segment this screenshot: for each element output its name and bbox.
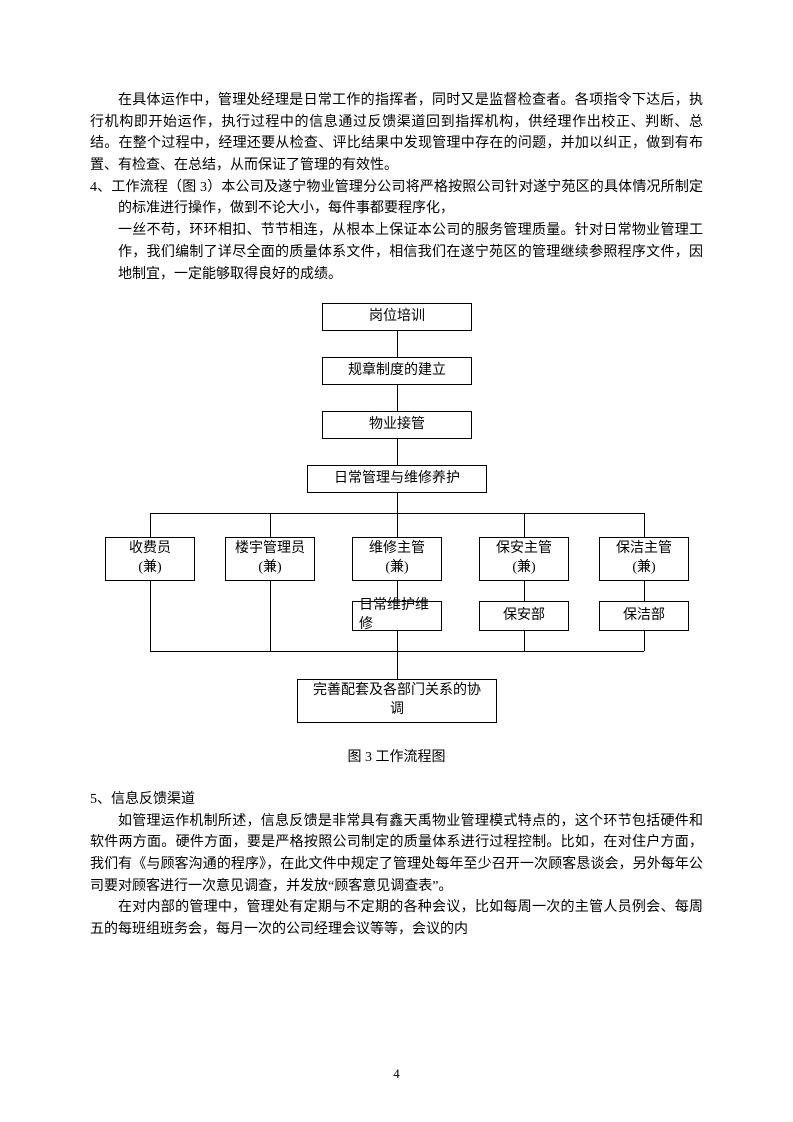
paragraph-2b: 一丝不苟，环环相扣、节节相连，从根本上保证本公司的服务管理质量。针对日常物业管理… [90,220,703,285]
node-row1-3: 保安主管(兼) [479,537,569,581]
workflow-diagram: 岗位培训规章制度的建立物业接管日常管理与维修养护收费员(兼) 楼宇管理员(兼) 维修… [90,303,703,733]
paragraph-2a: 4、工作流程（图 3）本公司及遂宁物业管理分公司将严格按照公司针对遂宁苑区的具体… [90,177,703,220]
node-bottom: 完善配套及各部门关系的协调 [297,679,497,723]
node-row1-2: 维修主管(兼) [352,537,442,581]
figure-caption: 图 3 工作流程图 [90,747,703,769]
page-number: 4 [0,1064,793,1084]
node-n2: 规章制度的建立 [322,357,472,385]
paragraph-3: 5、信息反馈渠道 [90,789,703,811]
paragraph-1: 在具体运作中，管理处经理是日常工作的指挥者，同时又是监督检查者。各项指令下达后，… [90,90,703,177]
node-row2-1: 保安部 [479,601,569,631]
node-row2-2: 保洁部 [599,601,689,631]
node-row1-1: 楼宇管理员(兼) [225,537,315,581]
node-n3: 物业接管 [322,411,472,439]
page: 在具体运作中，管理处经理是日常工作的指挥者，同时又是监督检查者。各项指令下达后，… [0,0,793,1122]
node-n4: 日常管理与维修养护 [307,465,487,493]
paragraph-5: 在对内部的管理中，管理处有定期与不定期的各种会议，比如每周一次的主管人员例会、每… [90,897,703,940]
node-row1-4: 保洁主管(兼) [599,537,689,581]
node-n1: 岗位培训 [322,303,472,331]
node-row2-0: 日常维护维修 [352,601,442,631]
paragraph-4: 如管理运作机制所述，信息反馈是非常具有鑫天禹物业管理模式特点的，这个环节包括硬件… [90,811,703,898]
node-row1-0: 收费员(兼) [105,537,195,581]
